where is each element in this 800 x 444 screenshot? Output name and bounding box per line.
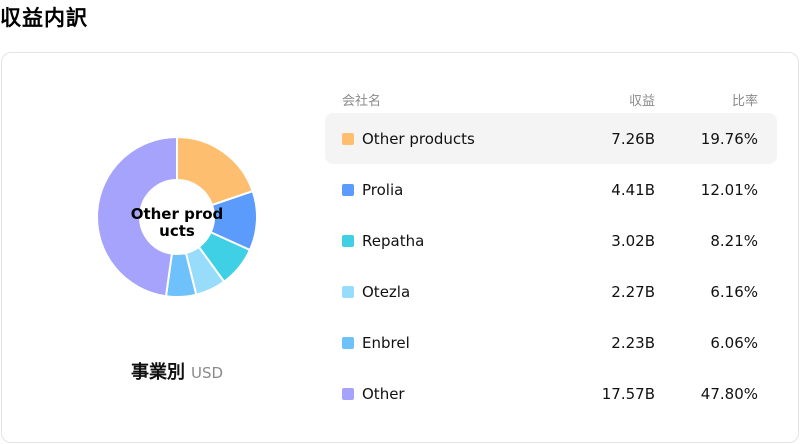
legend-swatch	[342, 336, 354, 349]
row-name: Other	[362, 384, 405, 403]
row-name: Repatha	[362, 231, 425, 250]
legend-swatch	[342, 132, 354, 145]
breakdown-table: 会社名 収益 比率 Other products 7.26B 19.76% Proli…	[325, 85, 777, 419]
revenue-breakdown-card: Other prod ucts 事業別 USD 会社名 収益 比率 Other pr…	[1, 52, 799, 443]
center-label-line: Other prod	[130, 205, 224, 223]
chart-subtitle: 事業別 USD	[2, 358, 352, 384]
row-value: 4.41B	[611, 180, 655, 199]
row-name-cell: Otezla	[325, 283, 547, 301]
row-name-cell: Repatha	[325, 232, 547, 250]
legend-swatch	[342, 285, 354, 298]
row-name: Otezla	[362, 282, 411, 301]
row-percent: 6.16%	[710, 282, 758, 301]
row-value: 2.27B	[611, 282, 655, 301]
legend-swatch	[342, 234, 354, 247]
row-value: 17.57B	[601, 384, 655, 403]
row-percent: 8.21%	[710, 231, 758, 250]
table-row[interactable]: Enbrel 2.23B 6.06%	[325, 317, 777, 368]
row-value: 3.02B	[611, 231, 655, 250]
table-row[interactable]: Other 17.57B 47.80%	[325, 368, 777, 419]
table-row[interactable]: Other products 7.26B 19.76%	[325, 113, 777, 164]
table-row[interactable]: Otezla 2.27B 6.16%	[325, 266, 777, 317]
row-name: Enbrel	[362, 333, 410, 352]
table-row[interactable]: Prolia 4.41B 12.01%	[325, 164, 777, 215]
row-percent: 19.76%	[700, 129, 758, 148]
row-name-cell: Other	[325, 385, 547, 403]
row-name: Prolia	[362, 180, 404, 199]
donut-slice-other[interactable]	[96, 136, 178, 298]
donut-svg	[96, 136, 258, 298]
row-percent: 47.80%	[700, 384, 758, 403]
legend-swatch	[342, 387, 354, 400]
header-company-name: 会社名	[342, 93, 382, 109]
subtitle-unit: USD	[190, 364, 224, 382]
subtitle-main: 事業別	[130, 362, 185, 383]
table-header: 会社名 収益 比率	[325, 85, 777, 113]
donut-chart[interactable]	[96, 136, 258, 298]
header-revenue: 収益	[628, 93, 655, 109]
row-name: Other products	[362, 129, 475, 148]
row-value: 7.26B	[611, 129, 655, 148]
page-title: 収益内訳	[0, 6, 88, 30]
row-percent: 12.01%	[700, 180, 758, 199]
row-name-cell: Prolia	[325, 181, 547, 199]
row-name-cell: Other products	[325, 130, 547, 148]
donut-center-label: Other prod ucts	[97, 206, 257, 240]
row-name-cell: Enbrel	[325, 334, 547, 352]
table-row[interactable]: Repatha 3.02B 8.21%	[325, 215, 777, 266]
header-ratio: 比率	[731, 93, 758, 109]
row-percent: 6.06%	[710, 333, 758, 352]
center-label-line: ucts	[159, 222, 195, 240]
legend-swatch	[342, 183, 354, 196]
row-value: 2.23B	[611, 333, 655, 352]
